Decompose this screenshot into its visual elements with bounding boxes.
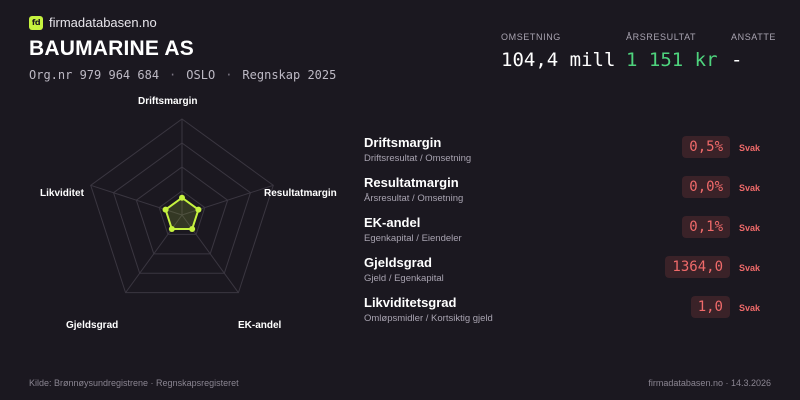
radar-label-likviditet: Likviditet xyxy=(40,188,84,199)
company-name: BAUMARINE AS xyxy=(29,37,194,60)
metric-row-gjeldsgrad: Gjeldsgrad Gjeld / Egenkapital 1364,0 Sv… xyxy=(364,255,774,295)
metric-name: EK-andel xyxy=(364,215,421,230)
metric-status: Svak xyxy=(738,223,760,233)
metric-formula: Driftsresultat / Omsetning xyxy=(364,153,472,164)
kpi-label: ANSATTE xyxy=(731,32,777,42)
radar-point-likviditet xyxy=(162,206,169,213)
org-number: Org.nr 979 964 684 xyxy=(29,68,160,82)
kpi-value: 104,4 mill xyxy=(501,49,616,71)
kpi-value: 1 151 kr xyxy=(626,49,718,71)
metric-value-badge: 0,1% xyxy=(682,216,730,238)
metric-name: Resultatmargin xyxy=(364,175,459,190)
metric-formula: Gjeld / Egenkapital xyxy=(364,273,444,284)
radar-ring xyxy=(112,142,252,274)
metric-value-badge: 1364,0 xyxy=(665,256,730,278)
radar-shape xyxy=(162,194,202,232)
accounting-period: Regnskap 2025 xyxy=(242,68,337,82)
radar-point-ek-andel xyxy=(189,225,196,232)
radar-label-resultatmargin: Resultatmargin xyxy=(264,188,337,199)
radar-area xyxy=(164,196,200,230)
kpi-label: OMSETNING xyxy=(501,32,561,42)
metric-status: Svak xyxy=(738,303,760,313)
metric-formula: Egenkapital / Eiendeler xyxy=(364,233,462,244)
kpi-employees: ANSATTE - xyxy=(731,32,776,71)
radar-point-resultatmargin xyxy=(195,206,202,213)
footer-site-date: firmadatabasen.no · 14.3.2026 xyxy=(648,378,771,388)
metric-row-ek-andel: EK-andel Egenkapital / Eiendeler 0,1% Sv… xyxy=(364,215,774,255)
kpi-annual-result: ÅRSRESULTAT 1 151 kr xyxy=(626,32,718,71)
brand-name: firmadatabasen.no xyxy=(49,15,157,30)
separator: · xyxy=(225,68,233,82)
brand[interactable]: fd firmadatabasen.no xyxy=(29,15,157,30)
metric-name: Likviditetsgrad xyxy=(364,295,457,310)
metric-value-badge: 1,0 xyxy=(690,296,730,318)
radar-label-ek-andel: EK-andel xyxy=(238,320,282,331)
radar-ring xyxy=(90,118,274,294)
kpi-value: - xyxy=(731,49,743,71)
separator: · xyxy=(169,68,177,82)
metric-row-resultatmargin: Resultatmargin Årsresultat / Omsetning 0… xyxy=(364,175,774,215)
radar-ring xyxy=(158,190,206,235)
radar-label-driftsmargin: Driftsmargin xyxy=(138,96,198,107)
metric-value-badge: 0,0% xyxy=(682,176,730,198)
metric-status: Svak xyxy=(738,143,760,153)
metric-value-badge: 0,5% xyxy=(682,136,730,158)
company-meta: Org.nr 979 964 684 · OSLO · Regnskap 202… xyxy=(29,68,336,82)
metric-status: Svak xyxy=(738,183,760,193)
radar-point-driftsmargin xyxy=(179,194,185,201)
radar-ring xyxy=(135,166,229,255)
metric-formula: Omløpsmidler / Kortsiktig gjeld xyxy=(364,313,493,324)
footer-source: Kilde: Brønnøysundregistrene · Regnskaps… xyxy=(29,378,239,388)
metric-name: Driftsmargin xyxy=(364,135,442,150)
radar-label-gjeldsgrad: Gjeldsgrad xyxy=(66,320,119,331)
metric-row-likviditetsgrad: Likviditetsgrad Omløpsmidler / Kortsikti… xyxy=(364,295,774,335)
metric-name: Gjeldsgrad xyxy=(364,255,432,270)
kpi-revenue: OMSETNING 104,4 mill xyxy=(501,32,615,71)
radar-point-gjeldsgrad xyxy=(168,225,175,232)
metric-row-driftsmargin: Driftsmargin Driftsresultat / Omsetning … xyxy=(364,135,774,175)
metrics-list: Driftsmargin Driftsresultat / Omsetning … xyxy=(364,135,774,335)
company-city: OSLO xyxy=(186,68,216,82)
metric-status: Svak xyxy=(738,263,760,273)
kpi-label: ÅRSRESULTAT xyxy=(626,32,697,42)
brand-logo-icon: fd xyxy=(29,15,43,30)
metric-formula: Årsresultat / Omsetning xyxy=(364,193,464,204)
